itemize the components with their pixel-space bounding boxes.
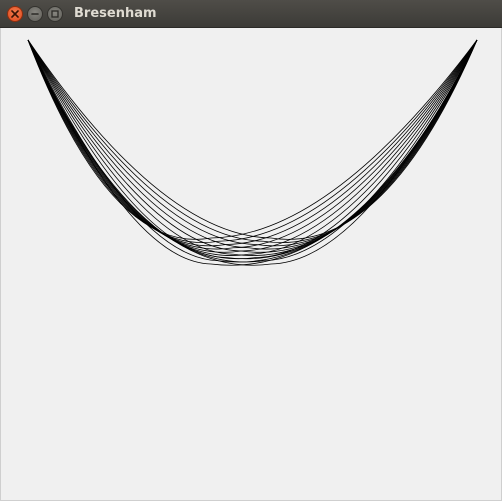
- bresenham-curve: [27, 39, 478, 253]
- bresenham-curve: [27, 39, 478, 243]
- maximize-icon: [51, 10, 59, 18]
- bresenham-curve: [27, 39, 478, 250]
- title-bar[interactable]: Bresenham: [0, 0, 502, 28]
- bresenham-curve: [27, 39, 478, 253]
- bresenham-curve: [27, 39, 478, 247]
- bresenham-curve: [27, 39, 478, 240]
- bresenham-curve: [27, 39, 478, 247]
- bresenham-curve: [27, 39, 478, 250]
- bresenham-curve: [27, 39, 478, 240]
- close-button[interactable]: [7, 6, 23, 22]
- drawing-canvas[interactable]: [0, 28, 502, 501]
- bresenham-curve: [27, 39, 478, 263]
- close-icon: [11, 10, 19, 18]
- bresenham-curve: [27, 39, 478, 260]
- bresenham-curve: [27, 39, 478, 243]
- minimize-button[interactable]: [27, 6, 43, 22]
- maximize-button[interactable]: [47, 6, 63, 22]
- bresenham-curve: [27, 39, 478, 263]
- bresenham-curve: [27, 39, 478, 256]
- bresenham-curve: [27, 39, 478, 260]
- window-title: Bresenham: [74, 6, 157, 21]
- minimize-icon: [31, 13, 39, 15]
- bresenham-curve: [27, 39, 478, 256]
- bresenham-curves: [27, 39, 478, 266]
- bresenham-curve: [27, 39, 478, 266]
